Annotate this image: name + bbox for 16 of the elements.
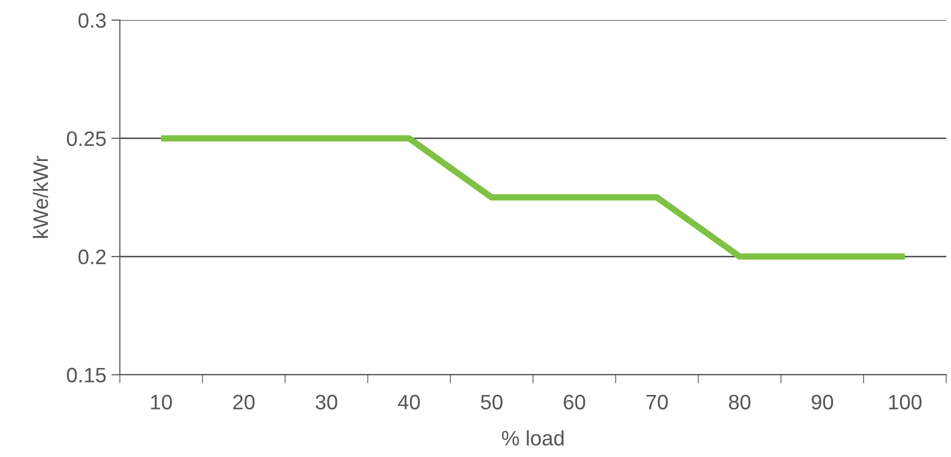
y-tick-label: 0.15: [66, 368, 106, 382]
y-axis-title: kWe/kWr: [32, 156, 48, 238]
x-axis-title: % load: [502, 430, 564, 446]
x-tick-label: 60: [564, 394, 586, 410]
x-tick-label: 80: [728, 394, 750, 410]
x-tick-label: 10: [151, 394, 172, 410]
x-tick-label: 40: [398, 394, 420, 410]
x-tick-label: 100: [889, 394, 922, 410]
x-tick-label: 20: [233, 394, 255, 410]
y-tick-label: 0.3: [78, 13, 106, 28]
y-tick-label: 0.2: [78, 250, 106, 264]
x-tick-label: 70: [646, 394, 668, 410]
x-tick-label: 90: [812, 394, 834, 410]
y-tick-label: 0.25: [66, 131, 106, 146]
x-tick-label: 50: [480, 394, 502, 410]
x-tick-label: 30: [316, 394, 338, 410]
